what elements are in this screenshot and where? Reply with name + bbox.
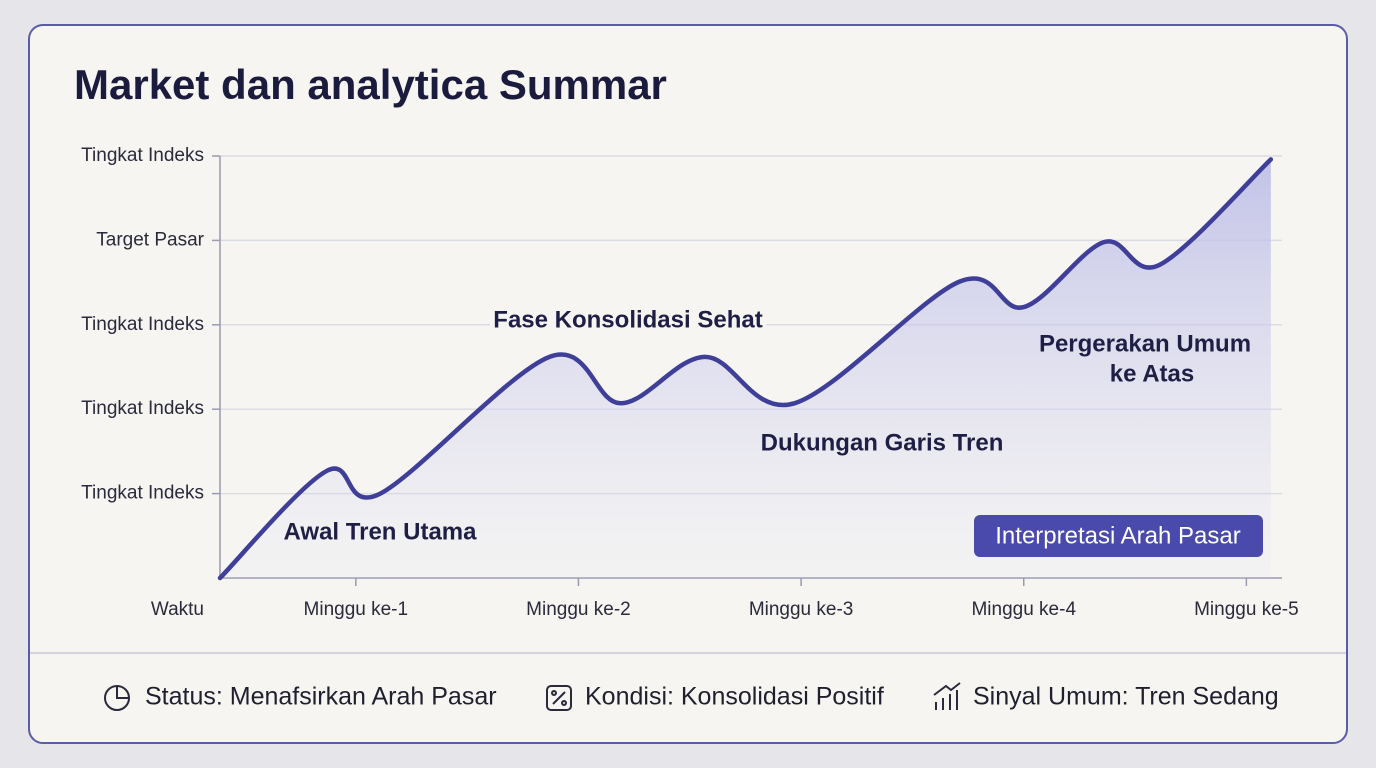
footer-item: Sinyal Umum: Tren Sedang	[973, 683, 1279, 711]
y-tick-label: Tingkat Indeks	[81, 483, 204, 504]
line	[217, 157, 1274, 581]
y-tick-label: Tingkat Indeks	[81, 398, 204, 419]
chart-title: Market dan analytica Summar	[74, 61, 667, 108]
x-tick-label: Minggu ke-4	[971, 599, 1076, 620]
footer-item: Kondisi: Konsolidasi Positif	[585, 683, 884, 711]
x-tick-label: Minggu ke-3	[749, 599, 854, 620]
annotation: Dukungan Garis Tren	[761, 429, 1004, 456]
annotation: ke Atas	[1110, 360, 1195, 387]
icon-status	[104, 685, 130, 711]
y-tick-label: Tingkat Indeks	[81, 314, 204, 335]
x-tick-label: Minggu ke-5	[1194, 599, 1299, 620]
annotation: Fase Konsolidasi Sehat	[493, 306, 762, 333]
icon-condition	[546, 685, 572, 711]
area-fill	[220, 159, 1271, 578]
y-tick-label: Tingkat Indeks	[81, 145, 204, 166]
y-tick-label: Target Pasar	[96, 229, 204, 250]
plot: Tingkat Indeks Tingkat Indeks Tingkat Inde…	[81, 145, 1299, 620]
icon-signal	[933, 682, 961, 710]
badge	[974, 515, 1263, 557]
footer-item: Status: Menafsirkan Arah Pasar	[145, 683, 497, 711]
annotation-bg	[490, 304, 766, 338]
annotation: Pergerakan Umum	[1039, 330, 1251, 357]
annotation: Awal Tren Utama	[284, 518, 478, 545]
x-axis-label: Waktu	[151, 599, 204, 620]
x-tick-label: Minggu ke-2	[526, 599, 631, 620]
x-tick-label: Minggu ke-1	[304, 599, 409, 620]
badge-text: Interpretasi Arah Pasar	[995, 522, 1240, 549]
